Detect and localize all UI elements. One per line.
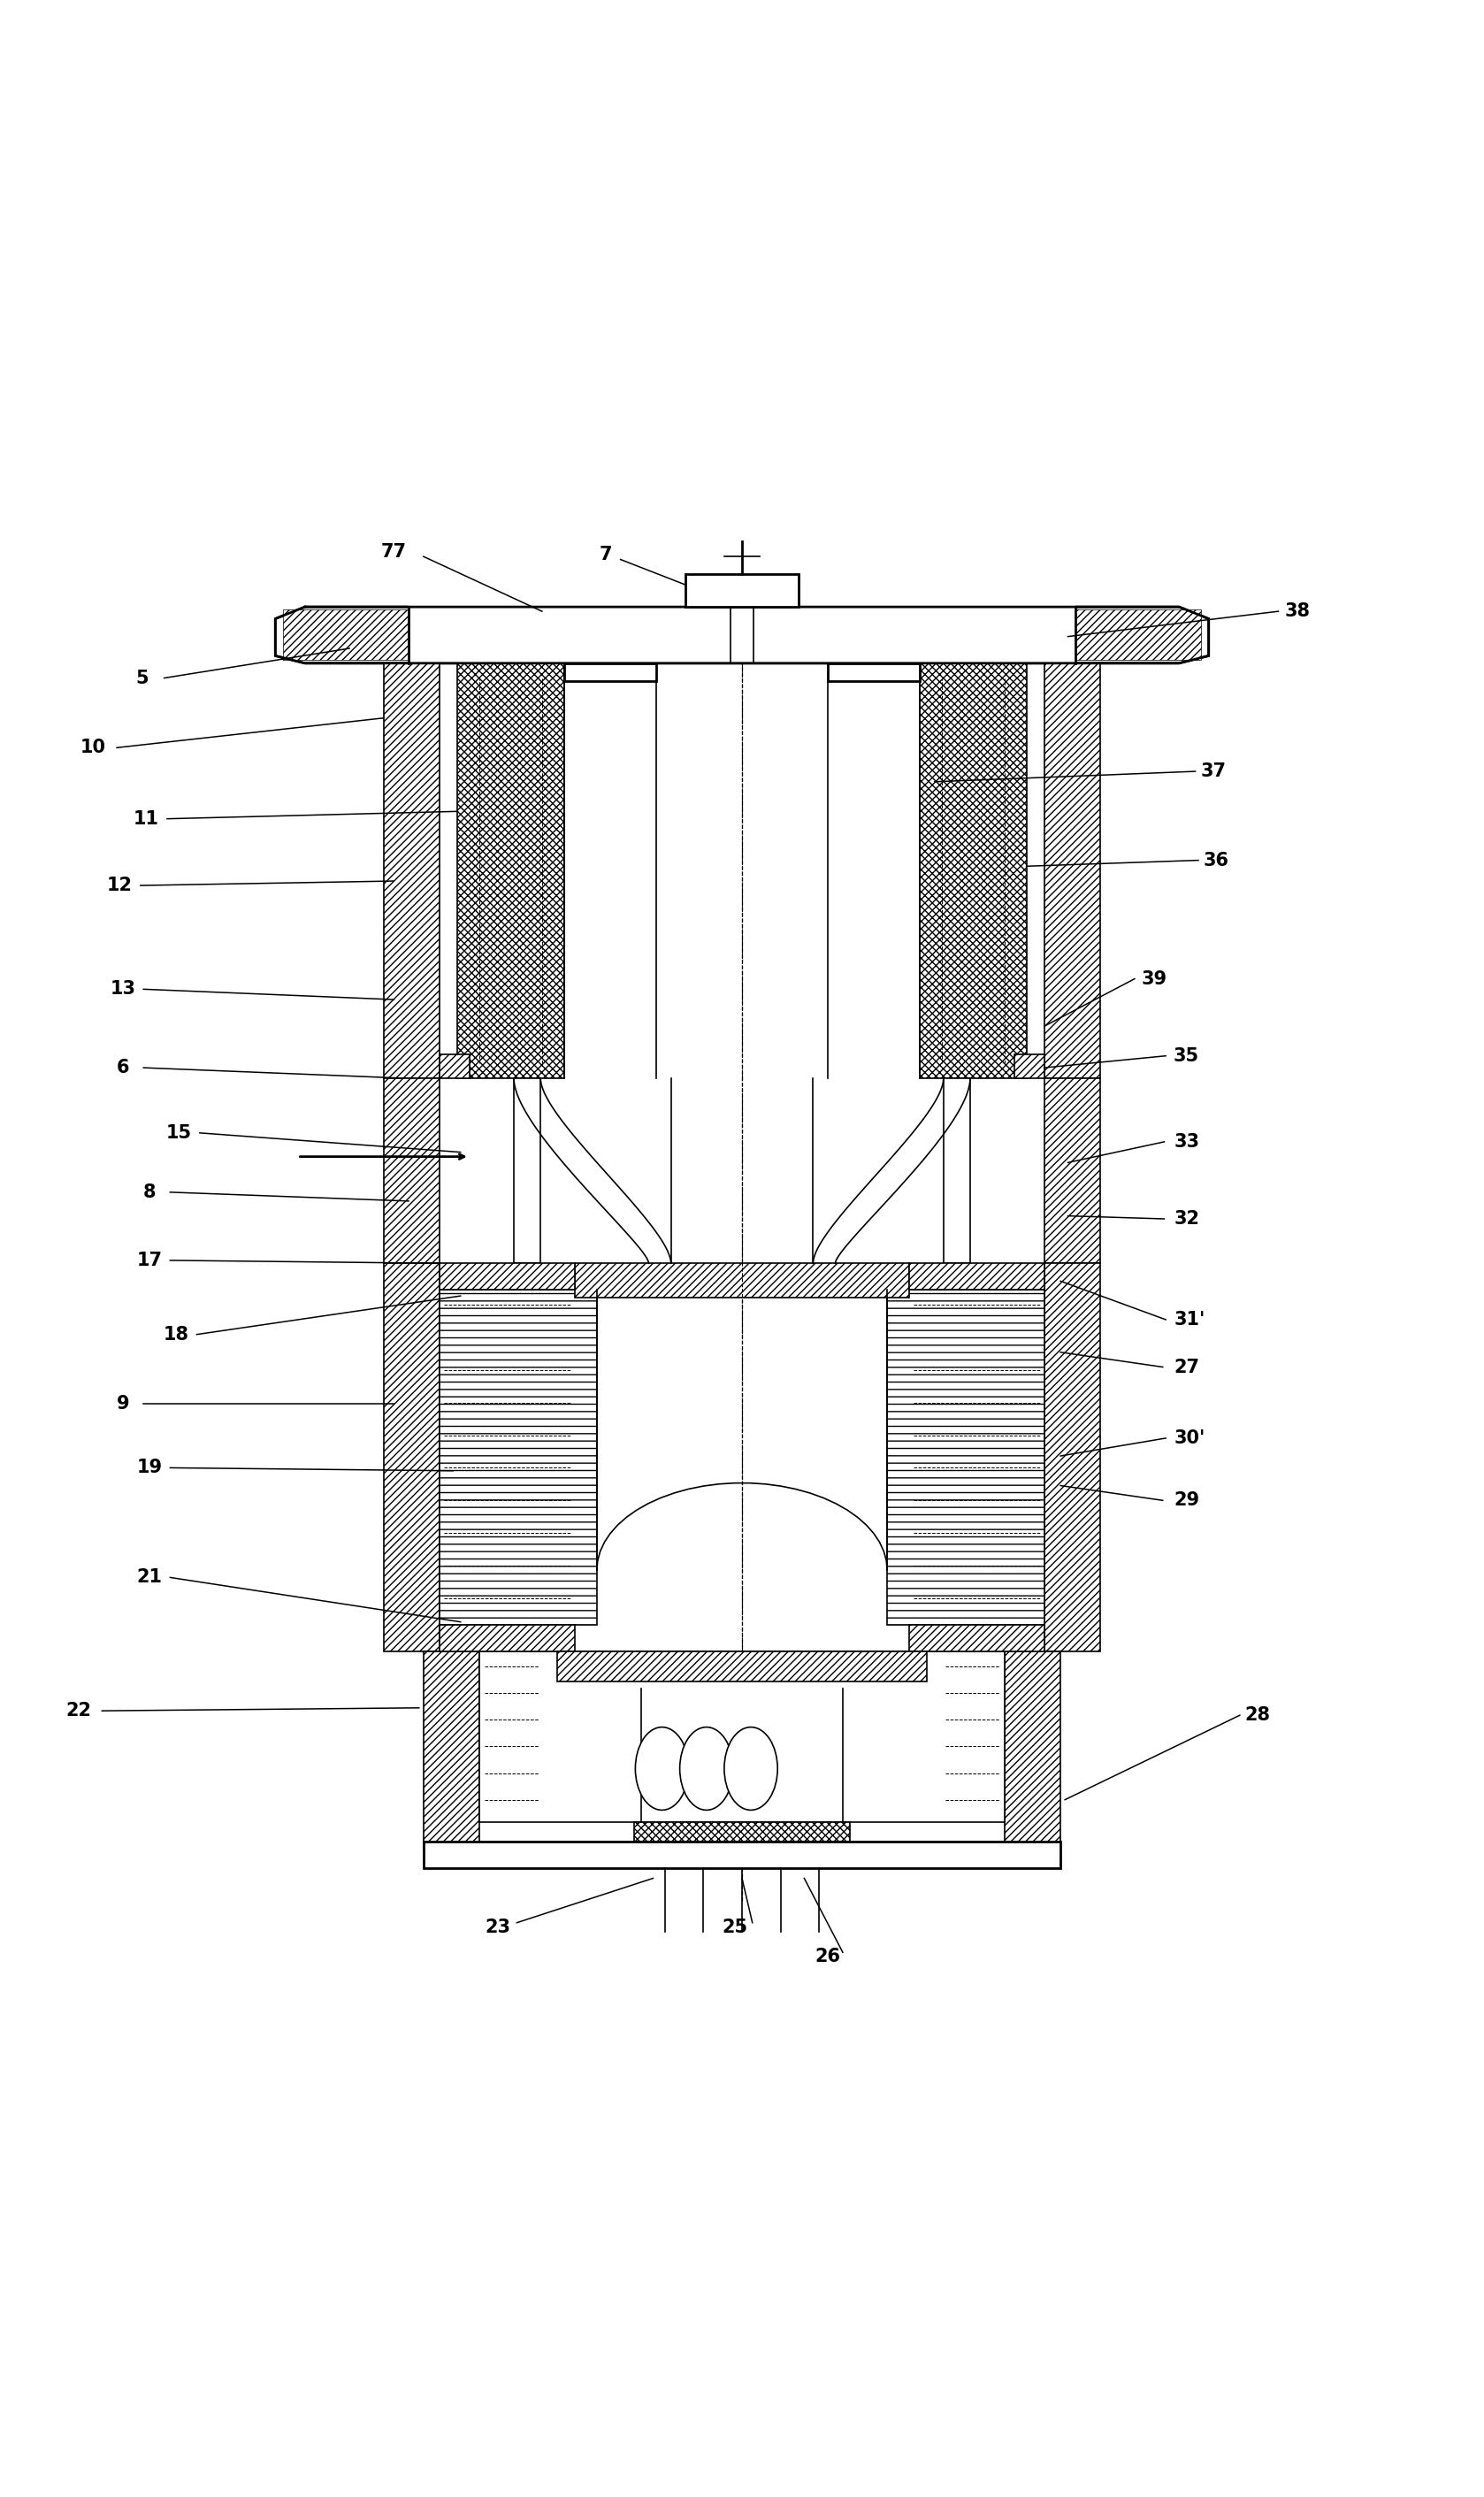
Bar [828, 664, 920, 682]
Bar [1045, 664, 1101, 1079]
Text: 9: 9 [116, 1396, 129, 1413]
Bar [383, 1079, 439, 1263]
Text: 18: 18 [163, 1326, 188, 1343]
Bar [1045, 1263, 1101, 1651]
Bar [439, 1291, 597, 1626]
Text: 32: 32 [1174, 1211, 1199, 1229]
Text: 13: 13 [110, 981, 135, 999]
Bar [686, 574, 798, 607]
Bar [479, 1651, 1005, 1823]
Text: 36: 36 [1204, 851, 1229, 869]
Text: 29: 29 [1174, 1491, 1199, 1508]
Text: 21: 21 [137, 1568, 162, 1586]
Bar [1005, 1651, 1061, 1848]
Text: 19: 19 [137, 1458, 162, 1476]
Bar [564, 664, 656, 682]
Bar [283, 609, 1201, 659]
Text: 12: 12 [107, 876, 132, 894]
Text: 23: 23 [485, 1918, 510, 1935]
Text: 38: 38 [1285, 602, 1310, 619]
Bar [910, 1263, 1045, 1291]
Text: 26: 26 [815, 1948, 841, 1965]
Bar [423, 1651, 479, 1848]
Polygon shape [276, 607, 1208, 664]
Bar [439, 1263, 574, 1291]
Ellipse shape [635, 1728, 689, 1810]
Text: 31': 31' [1174, 1311, 1205, 1328]
Text: 17: 17 [137, 1251, 162, 1268]
Bar [910, 1626, 1045, 1651]
Bar [944, 1079, 971, 1263]
Text: 77: 77 [381, 544, 407, 562]
Bar [513, 1079, 540, 1263]
Bar [457, 664, 564, 1079]
Text: 39: 39 [1141, 969, 1166, 989]
Bar [1015, 1054, 1045, 1079]
Text: 10: 10 [80, 739, 105, 757]
Bar [423, 1840, 1061, 1868]
Text: 30': 30' [1174, 1428, 1205, 1446]
Text: 5: 5 [135, 669, 148, 687]
Text: 35: 35 [1174, 1046, 1199, 1064]
Text: 15: 15 [166, 1124, 191, 1141]
Text: 25: 25 [721, 1918, 748, 1935]
Bar [920, 664, 1027, 1079]
Text: 8: 8 [142, 1184, 156, 1201]
Text: 27: 27 [1174, 1358, 1199, 1376]
Bar [439, 1054, 469, 1079]
Text: 22: 22 [65, 1703, 91, 1720]
Bar [556, 1651, 928, 1680]
Bar [383, 664, 439, 1079]
Bar [1045, 1079, 1101, 1263]
Bar [408, 604, 1076, 664]
Text: 6: 6 [116, 1059, 129, 1076]
Bar [574, 1263, 910, 1298]
Text: 11: 11 [134, 809, 159, 827]
Bar [634, 1823, 850, 1840]
Text: 33: 33 [1174, 1134, 1199, 1151]
Bar [439, 1626, 574, 1651]
Text: 28: 28 [1245, 1705, 1270, 1723]
Text: 7: 7 [600, 547, 611, 564]
Ellipse shape [680, 1728, 733, 1810]
Text: 37: 37 [1201, 762, 1226, 779]
Ellipse shape [724, 1728, 778, 1810]
Bar [383, 1263, 439, 1651]
Bar [887, 1291, 1045, 1626]
